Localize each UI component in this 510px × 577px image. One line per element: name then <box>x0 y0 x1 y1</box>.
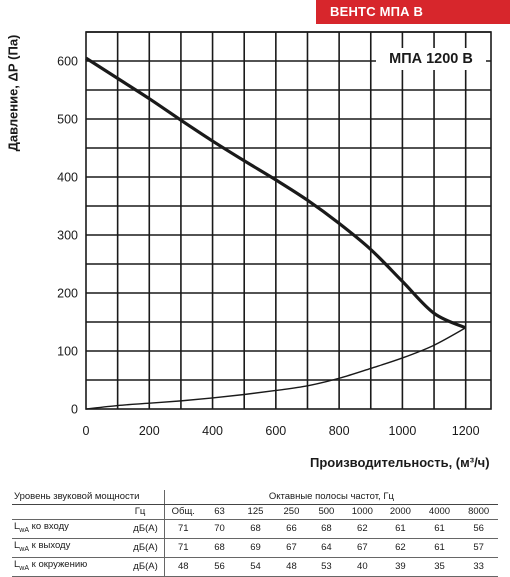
x-tick-label: 1000 <box>389 424 417 438</box>
table-cell: 62 <box>343 519 382 539</box>
y-tick-label: 400 <box>57 171 78 185</box>
table-header-row: Уровень звуковой мощности Октавные полос… <box>12 490 498 505</box>
table-column-header: 500 <box>309 504 344 520</box>
row-label: LwA ко входу <box>12 519 117 539</box>
table-row: LwA к окружению дБ(А) 48 56 54 48 53 40 39 35 33 <box>12 557 498 577</box>
table-cell: 35 <box>419 557 460 577</box>
chart-grid <box>85 31 492 410</box>
table-column-header: 4000 <box>419 504 460 520</box>
y-tick-label: 100 <box>57 345 78 359</box>
row-unit: дБ(А) <box>116 538 165 558</box>
x-tick-label: 400 <box>202 424 223 438</box>
table-cell: 61 <box>419 538 460 558</box>
x-tick-label: 800 <box>329 424 350 438</box>
table-cell: 71 <box>163 538 202 558</box>
row-label: LwA к выходу <box>12 538 117 558</box>
table-cell: 61 <box>419 519 460 539</box>
table-column-header: 63 <box>201 504 238 520</box>
chart-curves <box>85 56 467 410</box>
table-column-header: 2000 <box>381 504 420 520</box>
table-cell: 68 <box>201 538 238 558</box>
system-curve <box>85 327 467 410</box>
table-column-header: 250 <box>273 504 310 520</box>
table-cell: 68 <box>309 519 344 539</box>
table-column-header: 125 <box>237 504 274 520</box>
x-tick-label: 1200 <box>452 424 480 438</box>
table-body: LwA ко входу дБ(А) 71 70 68 66 68 62 61 61 56 LwA к… <box>12 519 498 577</box>
table-cell: 61 <box>381 519 420 539</box>
table-cell: 39 <box>381 557 420 577</box>
chart-ticks: 0 200 400 600 800 1000 1200 0 100 200 300 400 500 600 <box>57 55 479 439</box>
table-cell: 67 <box>273 538 310 558</box>
pressure-curve <box>85 56 467 330</box>
x-axis-label-text: Производительность, (м³/ч) <box>310 455 490 470</box>
y-axis-label-text: Давление, ΔР (Па) <box>5 34 21 152</box>
table-cell: 40 <box>343 557 382 577</box>
table-cell: 69 <box>237 538 274 558</box>
y-axis-label: Давление, ΔР (Па) <box>2 28 24 158</box>
table-cell: 56 <box>201 557 238 577</box>
brand-banner: ВЕНТС МПА В <box>316 0 510 24</box>
y-tick-label: 300 <box>57 229 78 243</box>
x-tick-label: 600 <box>265 424 286 438</box>
table-col0-header: Уровень звуковой мощности <box>12 490 165 505</box>
table-cell: 62 <box>381 538 420 558</box>
table-cell: 48 <box>163 557 202 577</box>
table-cell: 57 <box>459 538 498 558</box>
y-tick-label: 600 <box>57 55 78 69</box>
table-cell: 64 <box>309 538 344 558</box>
table-row: LwA ко входу дБ(А) 71 70 68 66 68 62 61 61 56 <box>12 519 498 539</box>
table-row: LwA к выходу дБ(А) 71 68 69 67 64 67 62 61 57 <box>12 538 498 558</box>
y-tick-label: 200 <box>57 287 78 301</box>
table-cell: 53 <box>309 557 344 577</box>
table-cell: 70 <box>201 519 238 539</box>
table-cell: 56 <box>459 519 498 539</box>
table-cell: 68 <box>237 519 274 539</box>
table-cell: 33 <box>459 557 498 577</box>
table-column-header: 1000 <box>343 504 382 520</box>
table-cell: 66 <box>273 519 310 539</box>
table-bands-header: Октавные полосы частот, Гц <box>163 490 498 505</box>
x-tick-label: 0 <box>83 424 90 438</box>
chart-title: МПА 1200 В <box>376 48 486 70</box>
table-unit-header: Гц <box>116 504 165 520</box>
table-cell: 71 <box>163 519 202 539</box>
table-cell: 54 <box>237 557 274 577</box>
table-cell: 48 <box>273 557 310 577</box>
row-unit: дБ(А) <box>116 519 165 539</box>
x-axis-label: Производительность, (м³/ч) <box>310 455 490 470</box>
table-subheader-row: Гц Общ. 63 125 250 500 1000 2000 4000 8000 <box>12 504 498 520</box>
row-label: LwA к окружению <box>12 557 117 577</box>
x-tick-label: 200 <box>139 424 160 438</box>
table-column-header: 8000 <box>459 504 498 520</box>
performance-chart: 0 200 400 600 800 1000 1200 0 100 200 300 400 500 600 <box>57 31 492 439</box>
brand-label: ВЕНТС МПА В <box>330 4 424 19</box>
row-unit: дБ(А) <box>116 557 165 577</box>
y-tick-label: 0 <box>71 403 78 417</box>
table-cell: 67 <box>343 538 382 558</box>
y-tick-label: 500 <box>57 113 78 127</box>
table-column-header: Общ. <box>163 504 202 520</box>
sound-power-table: Уровень звуковой мощности Октавные полос… <box>12 490 498 577</box>
plot-frame <box>85 31 492 410</box>
